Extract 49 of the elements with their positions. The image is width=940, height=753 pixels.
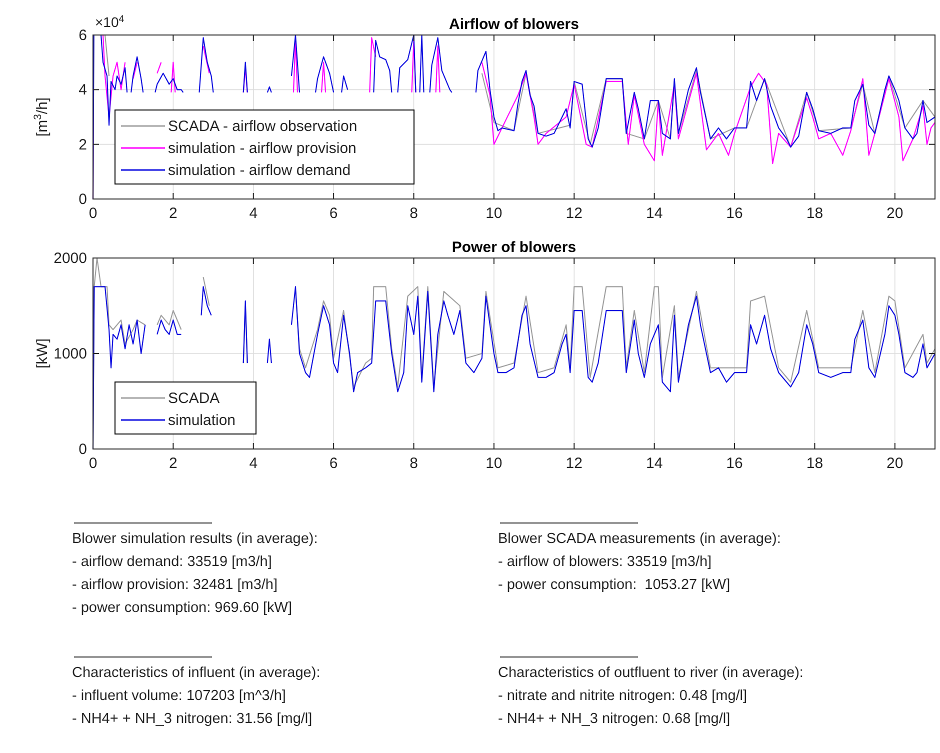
x-tick-label: 10 xyxy=(486,455,502,472)
legend-label: SCADA - airflow observation xyxy=(168,118,358,135)
x-tick-label: 2 xyxy=(169,455,178,472)
x-tick-label: 16 xyxy=(726,205,743,222)
x-tick-label: 18 xyxy=(806,205,824,222)
x-tick-label: 8 xyxy=(410,455,418,472)
text: Blower SCADA measurements (in average): xyxy=(498,531,781,547)
text: - airflow of blowers: 33519 [m3/h] xyxy=(498,554,712,570)
x-tick-label: 14 xyxy=(646,455,663,472)
y-tick-label: 0 xyxy=(78,441,87,458)
x-tick-label: 6 xyxy=(329,455,338,472)
x-tick-label: 8 xyxy=(410,205,418,222)
y-tick-label: 0 xyxy=(78,191,87,208)
text: Blower simulation results (in average): xyxy=(72,531,318,547)
legend-label: SCADA xyxy=(168,390,220,407)
y-tick-label: 1000 xyxy=(54,346,87,362)
legend-label: simulation - airflow demand xyxy=(168,162,351,179)
chart-title: Airflow of blowers xyxy=(448,16,580,33)
y-tick-label: 6 xyxy=(78,27,87,44)
y-tick-label: 2000 xyxy=(54,250,87,267)
text: ×10$^{4}$ xyxy=(95,14,125,30)
chart-title: Power of blowers xyxy=(452,239,576,256)
x-tick-label: 2 xyxy=(169,205,178,222)
text: - airflow provision: 32481 [m3/h] xyxy=(72,577,278,593)
x-tick-label: 12 xyxy=(566,205,582,222)
x-tick-label: 4 xyxy=(249,205,258,222)
text: - nitrate and nitrite nitrogen: 0.48 [mg/l] xyxy=(498,688,748,704)
x-tick-label: 18 xyxy=(806,455,824,472)
text: Characteristics of outfluent to river (in average): xyxy=(498,665,804,681)
x-tick-label: 6 xyxy=(329,205,338,222)
legend-label: simulation - airflow provision xyxy=(168,140,356,157)
x-tick-label: 4 xyxy=(249,455,258,472)
legend-label: simulation xyxy=(168,412,236,429)
text: - NH4+ + NH_3 nitrogen: 0.68 [mg/l] xyxy=(498,711,730,727)
text: - NH4+ + NH_3 nitrogen: 31.56 [mg/l] xyxy=(72,711,312,727)
x-tick-label: 14 xyxy=(646,205,663,222)
text: - influent volume: 107203 [m^3/h] xyxy=(72,688,286,704)
x-tick-label: 20 xyxy=(886,455,904,472)
y-axis-title: [kW] xyxy=(34,338,51,368)
y-tick-label: 2 xyxy=(78,136,87,154)
x-tick-label: 20 xyxy=(886,205,904,222)
x-tick-label: 12 xyxy=(566,455,582,472)
text: Characteristics of influent (in average): xyxy=(72,665,320,681)
text: - power consumption: 969.60 [kW] xyxy=(72,600,292,616)
text: - airflow demand: 33519 [m3/h] xyxy=(72,554,272,570)
x-tick-label: 16 xyxy=(726,455,743,472)
x-tick-label: 10 xyxy=(486,205,502,222)
text: - power consumption: 1053.27 [kW] xyxy=(498,577,730,593)
y-tick-label: 4 xyxy=(78,82,87,99)
